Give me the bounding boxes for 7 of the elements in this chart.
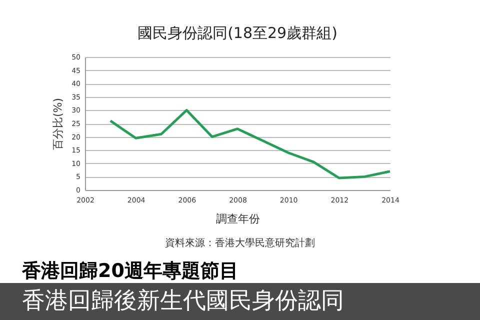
x-axis-title: 調查年份 xyxy=(216,212,260,226)
text: 香港回歸後新生代國民身份認同 xyxy=(22,287,344,316)
chart-title: 國民身份認同(18至29歲群組) xyxy=(138,24,338,42)
source-note: 資料來源：香港大學民意研究計劃 xyxy=(164,236,316,250)
y-axis-title: 百分比(%) xyxy=(52,98,65,150)
line-series xyxy=(109,108,392,180)
text: 香港回歸20週年專題節目 xyxy=(22,259,238,284)
